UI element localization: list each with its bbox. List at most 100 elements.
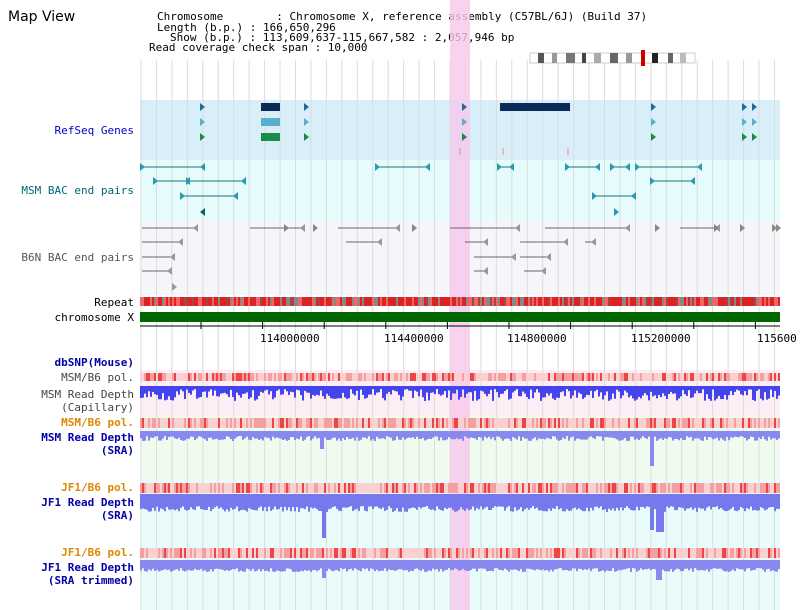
depth-bar	[502, 494, 504, 507]
polymorphism-cell	[350, 548, 352, 558]
repeat-segment	[324, 297, 326, 306]
ideogram-band	[680, 53, 686, 63]
polymorphism-cell	[226, 548, 228, 558]
depth-bar	[238, 494, 240, 512]
polymorphism-cell	[562, 548, 564, 558]
depth-bar	[254, 494, 256, 511]
depth-bar	[190, 431, 192, 437]
polymorphism-cell	[190, 548, 192, 558]
depth-bar	[482, 431, 484, 441]
depth-bar	[574, 560, 576, 569]
polymorphism-cell	[774, 418, 776, 428]
polymorphism-cell	[356, 548, 358, 558]
polymorphism-cell	[592, 418, 594, 428]
bac-end-arrow	[193, 224, 198, 232]
depth-bar	[464, 494, 466, 511]
repeat-segment	[346, 297, 348, 306]
polymorphism-cell	[718, 418, 720, 428]
polymorphism-cell	[528, 373, 530, 381]
depth-bar	[646, 560, 648, 570]
polymorphism-cell	[596, 548, 598, 558]
depth-bar	[766, 386, 768, 400]
depth-bar	[424, 494, 426, 507]
depth-bar	[426, 560, 428, 572]
polymorphism-cell	[468, 548, 470, 558]
depth-bar	[222, 386, 224, 394]
polymorphism-cell	[574, 373, 576, 381]
depth-bar	[574, 431, 576, 441]
polymorphism-cell	[224, 373, 226, 381]
depth-bar	[726, 386, 728, 400]
depth-bar	[474, 431, 476, 439]
depth-bar	[376, 386, 378, 393]
depth-bar	[658, 386, 660, 395]
depth-bar	[234, 431, 236, 439]
polymorphism-cell	[166, 548, 168, 558]
depth-bar	[734, 560, 736, 572]
repeat-segment	[502, 297, 504, 306]
polymorphism-cell	[560, 373, 562, 381]
depth-bar	[390, 560, 392, 571]
depth-bar	[640, 386, 642, 399]
track-label-dbsnp[interactable]: dbSNP(Mouse)	[54, 356, 134, 369]
polymorphism-cell	[688, 373, 690, 381]
track-label-b6n-bac[interactable]: B6N BAC end pairs	[21, 251, 134, 264]
polymorphism-cell	[460, 373, 462, 381]
depth-bar	[200, 386, 202, 397]
depth-bar	[690, 560, 692, 569]
polymorphism-cell	[274, 373, 276, 381]
polymorphism-cell	[484, 373, 486, 381]
polymorphism-cell	[352, 548, 354, 558]
polymorphism-cell	[648, 483, 650, 493]
polymorphism-cell	[420, 548, 422, 558]
repeat-segment	[644, 297, 646, 306]
depth-bar	[608, 494, 610, 509]
polymorphism-cell	[272, 483, 274, 493]
depth-bar	[522, 386, 524, 392]
depth-bar	[550, 386, 552, 394]
polymorphism-cell	[402, 373, 404, 381]
polymorphism-cell	[772, 418, 774, 428]
depth-bar	[536, 386, 538, 390]
depth-bar	[210, 431, 212, 438]
polymorphism-cell	[524, 483, 526, 493]
track-label-refseq[interactable]: RefSeq Genes	[54, 124, 134, 137]
repeat-segment	[746, 297, 748, 306]
polymorphism-cell	[286, 418, 288, 428]
depth-bar	[656, 431, 658, 441]
polymorphism-cell	[264, 483, 266, 493]
depth-bar	[442, 494, 444, 511]
polymorphism-cell	[448, 548, 450, 558]
polymorphism-cell	[242, 483, 244, 493]
polymorphism-cell	[686, 418, 688, 428]
bac-end-arrow	[625, 163, 630, 171]
polymorphism-cell	[212, 483, 214, 493]
track-label-msm-bac[interactable]: MSM BAC end pairs	[21, 184, 134, 197]
depth-bar	[284, 494, 286, 507]
repeat-segment	[724, 297, 726, 306]
polymorphism-cell	[752, 418, 754, 428]
depth-bar	[348, 560, 350, 570]
polymorphism-cell	[514, 418, 516, 428]
gene-block	[500, 103, 570, 111]
depth-bar	[514, 494, 516, 508]
depth-bar	[350, 431, 352, 439]
polymorphism-cell	[742, 483, 744, 493]
polymorphism-cell	[564, 373, 566, 381]
polymorphism-cell	[148, 548, 150, 558]
polymorphism-cell	[462, 548, 464, 558]
polymorphism-cell	[330, 483, 332, 493]
depth-bar	[430, 560, 432, 572]
depth-bar	[616, 494, 618, 508]
polymorphism-cell	[146, 548, 148, 558]
depth-bar	[778, 494, 780, 509]
polymorphism-cell	[240, 373, 242, 381]
polymorphism-cell	[754, 483, 756, 493]
depth-bar	[182, 386, 184, 392]
polymorphism-cell	[176, 373, 178, 381]
depth-bar	[714, 494, 716, 508]
depth-bar	[778, 560, 780, 570]
depth-bar	[646, 386, 648, 396]
repeat-segment	[446, 297, 448, 306]
